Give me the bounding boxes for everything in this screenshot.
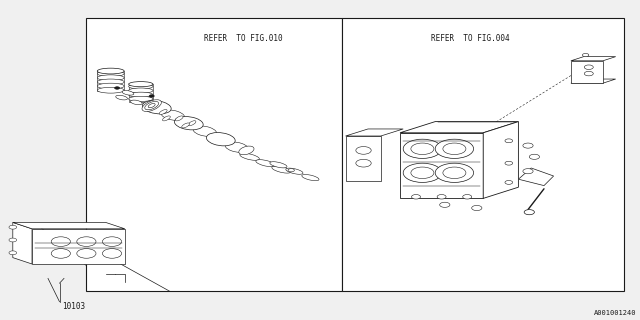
Circle shape — [524, 210, 534, 215]
Ellipse shape — [163, 116, 170, 121]
Circle shape — [102, 249, 122, 258]
Circle shape — [412, 195, 420, 199]
Circle shape — [115, 87, 120, 89]
Ellipse shape — [207, 132, 235, 146]
Bar — [129, 84, 153, 102]
Circle shape — [51, 249, 70, 258]
Circle shape — [435, 163, 474, 182]
Text: REFER  TO FIG.004: REFER TO FIG.004 — [431, 34, 509, 43]
Ellipse shape — [97, 83, 124, 89]
Polygon shape — [13, 222, 125, 229]
Ellipse shape — [161, 110, 184, 120]
Ellipse shape — [302, 174, 319, 181]
Circle shape — [356, 159, 371, 167]
Circle shape — [529, 154, 540, 159]
Circle shape — [472, 205, 482, 211]
Circle shape — [582, 53, 589, 57]
Circle shape — [77, 249, 96, 258]
Circle shape — [505, 139, 513, 143]
Ellipse shape — [129, 92, 153, 97]
Polygon shape — [400, 133, 483, 198]
Bar — [86, 18, 342, 291]
Circle shape — [403, 163, 442, 182]
Ellipse shape — [129, 88, 153, 93]
Ellipse shape — [97, 87, 124, 93]
Circle shape — [440, 202, 450, 207]
Ellipse shape — [122, 91, 134, 95]
Circle shape — [584, 71, 593, 76]
Circle shape — [288, 169, 294, 172]
Ellipse shape — [148, 103, 155, 108]
Text: REFER  TO FIG.010: REFER TO FIG.010 — [204, 34, 282, 43]
Ellipse shape — [256, 160, 275, 167]
Ellipse shape — [97, 79, 124, 85]
Ellipse shape — [97, 68, 124, 74]
Circle shape — [505, 180, 513, 184]
Polygon shape — [518, 168, 554, 186]
Ellipse shape — [145, 101, 159, 110]
Circle shape — [149, 95, 154, 97]
Ellipse shape — [131, 100, 142, 105]
Ellipse shape — [129, 84, 153, 89]
Circle shape — [411, 143, 434, 155]
Ellipse shape — [240, 153, 259, 160]
Ellipse shape — [239, 146, 254, 155]
Bar — [97, 71, 124, 91]
Ellipse shape — [175, 116, 183, 121]
Ellipse shape — [188, 121, 196, 126]
Circle shape — [102, 237, 122, 246]
Circle shape — [77, 237, 96, 246]
Ellipse shape — [129, 82, 153, 87]
Ellipse shape — [286, 168, 303, 174]
Circle shape — [584, 65, 593, 69]
Circle shape — [9, 251, 17, 255]
Circle shape — [403, 139, 442, 158]
Ellipse shape — [143, 100, 171, 114]
Ellipse shape — [97, 75, 124, 81]
Circle shape — [443, 167, 466, 179]
Circle shape — [9, 225, 17, 229]
Circle shape — [437, 195, 446, 199]
Circle shape — [356, 147, 371, 154]
Polygon shape — [571, 61, 603, 83]
Circle shape — [9, 238, 17, 242]
Circle shape — [51, 237, 70, 246]
Ellipse shape — [159, 109, 167, 115]
Ellipse shape — [272, 166, 291, 173]
Ellipse shape — [116, 95, 127, 100]
Bar — [342, 18, 624, 291]
Polygon shape — [13, 222, 32, 264]
Ellipse shape — [175, 116, 203, 130]
Ellipse shape — [97, 71, 124, 76]
Circle shape — [435, 139, 474, 158]
Circle shape — [443, 143, 466, 155]
Circle shape — [411, 167, 434, 179]
Polygon shape — [400, 122, 518, 133]
Circle shape — [523, 143, 533, 148]
Polygon shape — [346, 129, 403, 136]
Ellipse shape — [270, 162, 287, 168]
Text: A001001240: A001001240 — [595, 310, 637, 316]
Text: 10103: 10103 — [62, 302, 85, 311]
Circle shape — [523, 169, 533, 174]
Polygon shape — [483, 122, 518, 198]
Ellipse shape — [193, 126, 216, 136]
Circle shape — [463, 195, 472, 199]
Polygon shape — [346, 136, 381, 181]
Circle shape — [505, 161, 513, 165]
Ellipse shape — [182, 123, 189, 128]
Ellipse shape — [225, 142, 248, 152]
Ellipse shape — [129, 96, 153, 101]
Polygon shape — [571, 57, 616, 61]
Polygon shape — [32, 229, 125, 264]
Polygon shape — [571, 79, 616, 83]
Ellipse shape — [142, 100, 161, 111]
